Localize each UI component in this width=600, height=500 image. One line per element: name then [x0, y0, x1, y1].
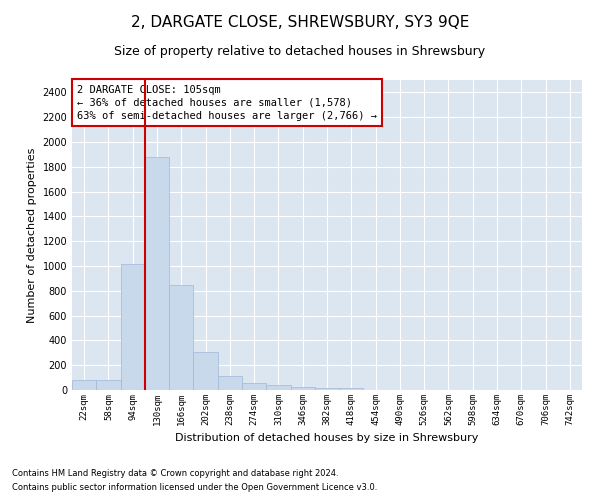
Bar [145, 157, 169, 390]
Bar [169, 284, 193, 390]
Text: Contains public sector information licensed under the Open Government Licence v3: Contains public sector information licen… [12, 484, 377, 492]
Bar [121, 264, 145, 390]
Text: Size of property relative to detached houses in Shrewsbury: Size of property relative to detached ho… [115, 45, 485, 58]
X-axis label: Distribution of detached houses by size in Shrewsbury: Distribution of detached houses by size … [175, 434, 479, 444]
Bar [96, 380, 121, 390]
Bar [242, 383, 266, 390]
Bar [290, 387, 315, 390]
Y-axis label: Number of detached properties: Number of detached properties [27, 148, 37, 322]
Bar [72, 380, 96, 390]
Bar [339, 388, 364, 390]
Bar [315, 388, 339, 390]
Bar [218, 376, 242, 390]
Bar [266, 385, 290, 390]
Text: 2, DARGATE CLOSE, SHREWSBURY, SY3 9QE: 2, DARGATE CLOSE, SHREWSBURY, SY3 9QE [131, 15, 469, 30]
Text: Contains HM Land Registry data © Crown copyright and database right 2024.: Contains HM Land Registry data © Crown c… [12, 468, 338, 477]
Text: 2 DARGATE CLOSE: 105sqm
← 36% of detached houses are smaller (1,578)
63% of semi: 2 DARGATE CLOSE: 105sqm ← 36% of detache… [77, 84, 377, 121]
Bar [193, 352, 218, 390]
